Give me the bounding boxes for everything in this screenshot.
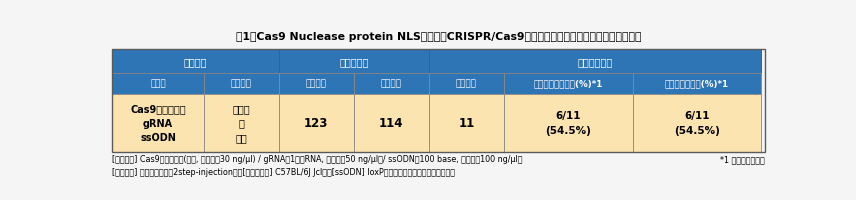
Text: 細胞質
＋
前核: 細胞質 ＋ 前核 <box>233 103 250 143</box>
Bar <box>279 73 354 94</box>
Text: 総胚児数: 総胚児数 <box>456 79 477 88</box>
Bar <box>112 50 765 152</box>
Bar <box>633 73 761 94</box>
Text: 6/11
(54.5%): 6/11 (54.5%) <box>674 111 720 135</box>
Text: 114: 114 <box>379 116 404 129</box>
Text: Cas9タンパク質
gRNA
ssODN: Cas9タンパク質 gRNA ssODN <box>130 103 186 143</box>
Bar <box>429 94 504 152</box>
Bar <box>504 73 633 94</box>
Bar <box>204 73 279 94</box>
Text: 実験条件: 実験条件 <box>184 57 207 67</box>
Text: 産仔作出結果: 産仔作出結果 <box>578 57 613 67</box>
Text: ノックアウト匹数(%)*1: ノックアウト匹数(%)*1 <box>533 79 603 88</box>
Bar <box>429 73 504 94</box>
Text: [注入方法] 細胞質と前核の2step-injection　　[マウス系統] C57BL/6J Jcl　　[ssODN] loxPを含む一本鎖オリゴヌクレオチド: [注入方法] 細胞質と前核の2step-injection [マウス系統] C5… <box>112 167 455 176</box>
Text: 受精卵注入: 受精卵注入 <box>339 57 369 67</box>
Text: 6/11
(54.5%): 6/11 (54.5%) <box>545 111 591 135</box>
Bar <box>633 94 761 152</box>
Text: 注入胚数: 注入胚数 <box>306 79 327 88</box>
Bar <box>112 73 204 94</box>
Text: 注入物: 注入物 <box>150 79 166 88</box>
Bar <box>204 94 279 152</box>
Bar <box>504 94 633 152</box>
Bar <box>429 50 761 73</box>
Text: 123: 123 <box>304 116 329 129</box>
Text: ノックイン匹数(%)*1: ノックイン匹数(%)*1 <box>665 79 729 88</box>
Text: 11: 11 <box>458 116 474 129</box>
Bar <box>354 94 429 152</box>
Text: 表1　Cas9 Nuclease protein NLSを用いたCRISPR/Cas9システムによる遺伝子変異動物作製結果: 表1 Cas9 Nuclease protein NLSを用いたCRISPR/C… <box>236 32 641 42</box>
Bar <box>112 50 279 73</box>
Bar <box>279 50 429 73</box>
Bar <box>354 73 429 94</box>
Text: 移植胚数: 移植胚数 <box>381 79 401 88</box>
Text: [注入溶液] Cas9タンパク質(本品, 最終濃度30 ng/μl) / gRNA（1本鎖RNA, 最終濃度50 ng/μl）/ ssODN（100 base,: [注入溶液] Cas9タンパク質(本品, 最終濃度30 ng/μl) / gRN… <box>112 154 523 163</box>
Bar <box>112 94 204 152</box>
Text: 注入場所: 注入場所 <box>231 79 252 88</box>
Text: *1 総胚児数あたり: *1 総胚児数あたり <box>721 154 765 163</box>
Bar <box>279 94 354 152</box>
